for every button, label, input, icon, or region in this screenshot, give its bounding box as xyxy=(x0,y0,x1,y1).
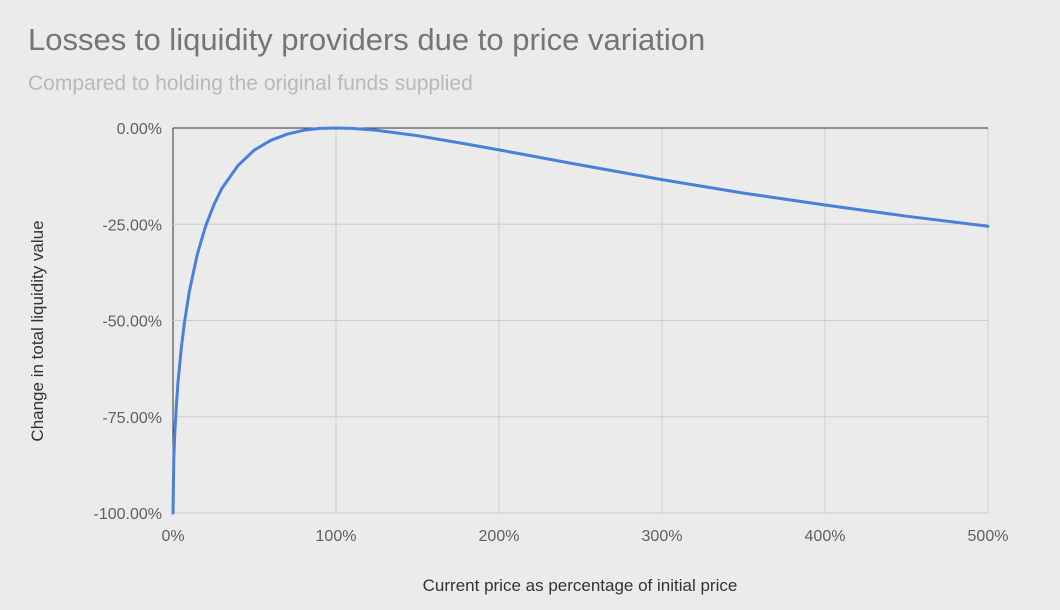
y-tick-label: 0.00% xyxy=(117,121,162,138)
y-tick-label: -25.00% xyxy=(102,217,162,234)
chart-title: Losses to liquidity providers due to pri… xyxy=(28,22,706,57)
grid-lines xyxy=(172,127,989,514)
y-axis-title: Change in total liquidity value xyxy=(28,220,47,441)
y-tick-label: -75.00% xyxy=(102,410,162,427)
x-tick-label: 100% xyxy=(316,528,357,545)
x-tick-label: 300% xyxy=(642,528,683,545)
series-lines xyxy=(171,126,990,515)
tick-labels: 0% 100% 200% 300% 400% 500% 0.00% -25.00% -50.00… xyxy=(94,121,1009,545)
y-tick-label: -50.00% xyxy=(102,314,162,331)
x-tick-label: 400% xyxy=(805,528,846,545)
y-tick-label: -100.00% xyxy=(94,506,163,523)
x-axis-title: Current price as percentage of initial p… xyxy=(423,576,738,595)
series-line xyxy=(171,126,990,515)
x-tick-label: 200% xyxy=(479,528,520,545)
x-tick-label: 500% xyxy=(968,528,1009,545)
x-tick-label: 0% xyxy=(161,528,184,545)
chart-subtitle: Compared to holding the original funds s… xyxy=(28,72,473,95)
